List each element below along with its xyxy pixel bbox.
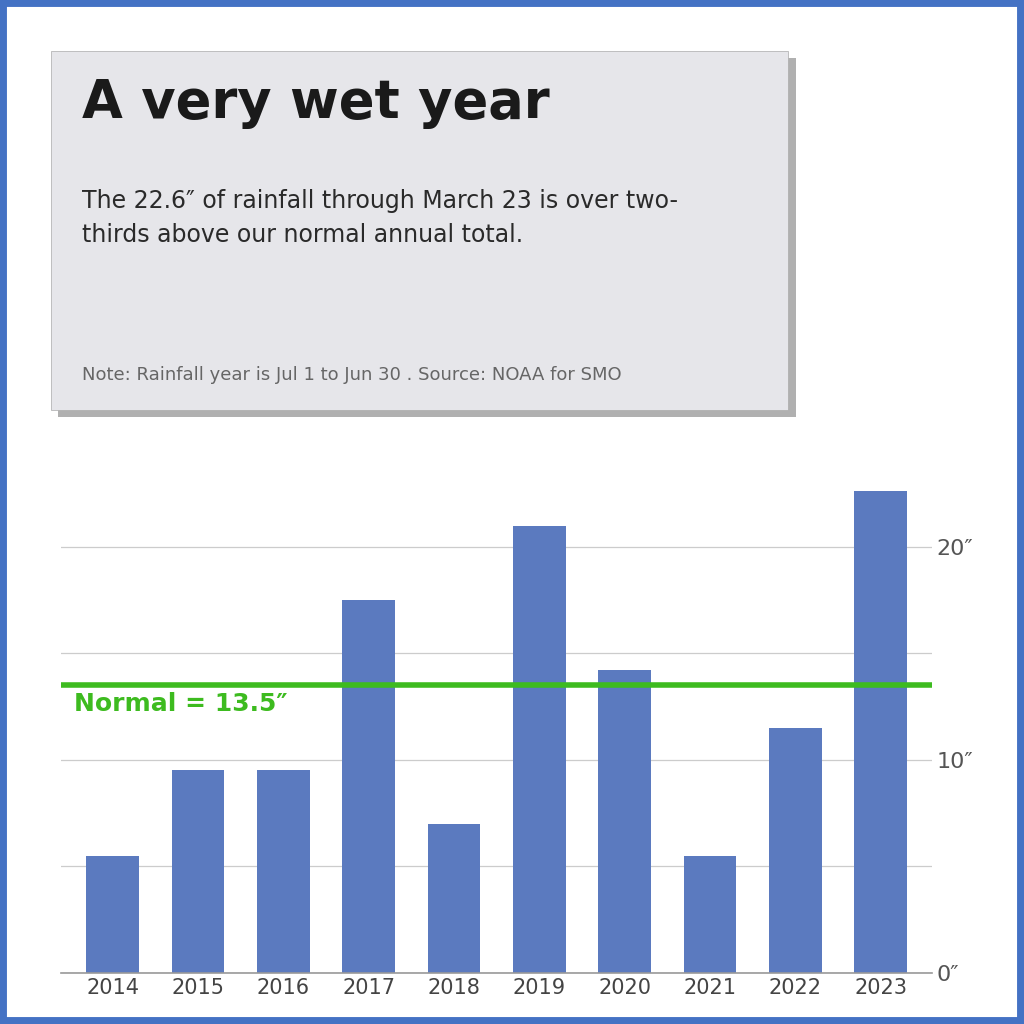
Bar (171, 770, 224, 973)
Bar (769, 728, 821, 973)
Bar (598, 671, 651, 973)
Text: Note: Rainfall year is Jul 1 to Jun 30 . Source: NOAA for SMO: Note: Rainfall year is Jul 1 to Jun 30 .… (82, 366, 622, 384)
Bar (854, 492, 907, 973)
Text: A very wet year: A very wet year (82, 77, 550, 129)
Bar (86, 856, 139, 973)
Bar (428, 823, 480, 973)
Bar (342, 600, 395, 973)
Text: Normal = 13.5″: Normal = 13.5″ (74, 691, 288, 716)
Bar (684, 856, 736, 973)
Bar (513, 525, 565, 973)
Bar (257, 770, 309, 973)
Text: The 22.6″ of rainfall through March 23 is over two-
thirds above our normal annu: The 22.6″ of rainfall through March 23 i… (82, 189, 678, 247)
